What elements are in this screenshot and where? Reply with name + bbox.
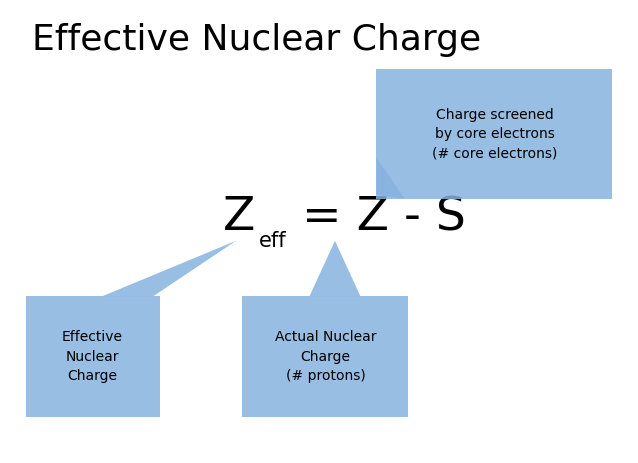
Text: Effective Nuclear Charge: Effective Nuclear Charge [32, 23, 481, 57]
Text: Charge screened
by core electrons
(# core electrons): Charge screened by core electrons (# cor… [432, 108, 557, 161]
FancyBboxPatch shape [242, 296, 408, 417]
Text: Actual Nuclear
Charge
(# protons): Actual Nuclear Charge (# protons) [274, 330, 376, 383]
Text: = Z - S: = Z - S [287, 195, 466, 240]
Polygon shape [376, 157, 405, 199]
Text: eff: eff [258, 231, 286, 251]
Polygon shape [102, 241, 236, 296]
Text: Effective
Nuclear
Charge: Effective Nuclear Charge [62, 330, 123, 383]
FancyBboxPatch shape [26, 296, 160, 417]
Polygon shape [309, 241, 360, 296]
FancyBboxPatch shape [376, 69, 612, 199]
Text: Z: Z [223, 195, 256, 240]
